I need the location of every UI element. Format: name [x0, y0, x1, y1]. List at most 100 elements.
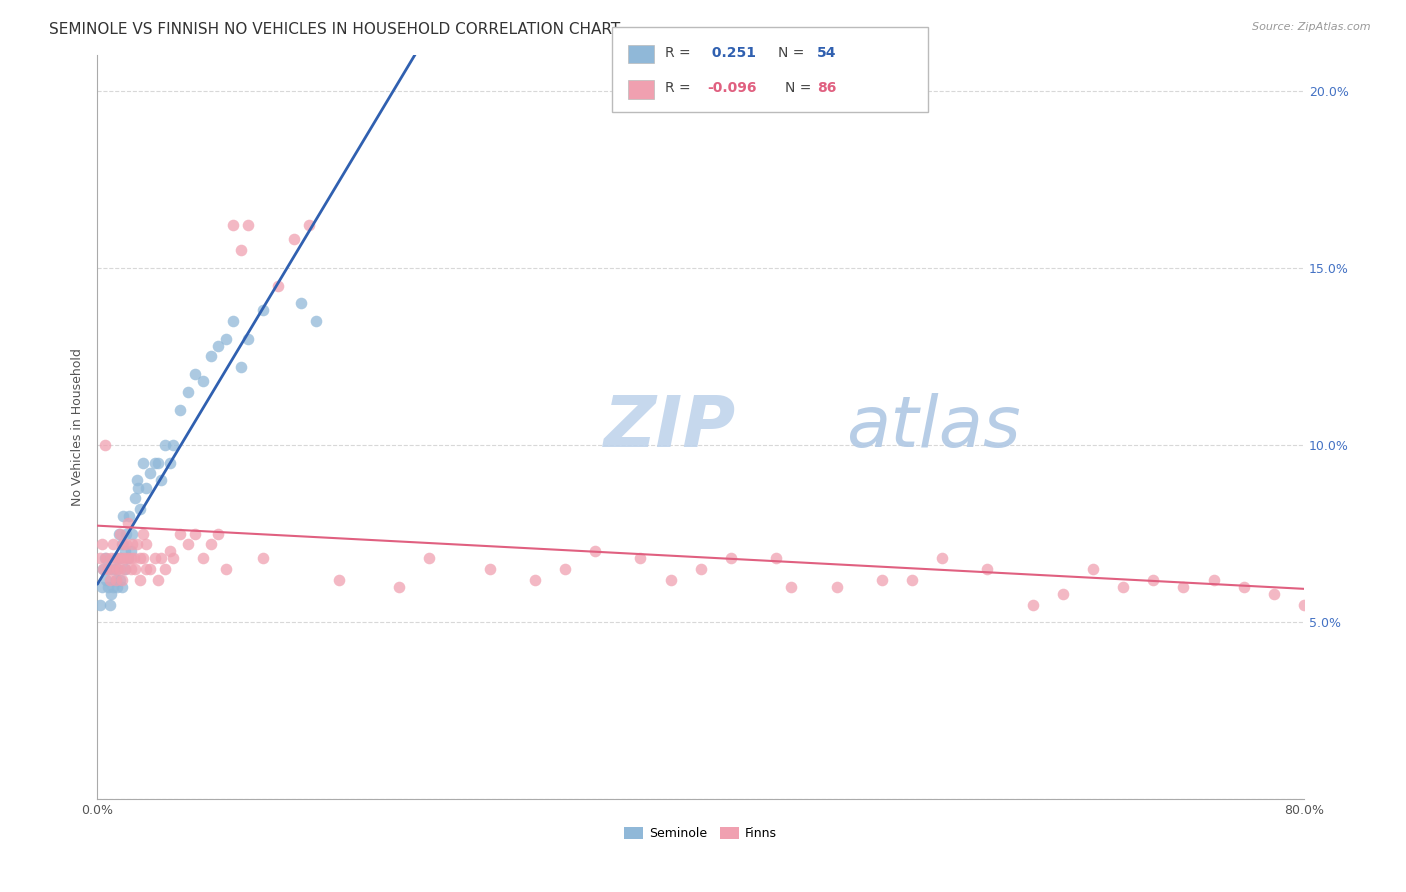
Point	[523, 573, 546, 587]
Point	[169, 526, 191, 541]
Text: N =: N =	[785, 81, 811, 95]
Point	[976, 562, 998, 576]
Point	[1112, 580, 1135, 594]
Point	[131, 551, 153, 566]
Point	[128, 573, 150, 587]
Point	[115, 526, 138, 541]
Point	[901, 573, 924, 587]
Point	[114, 544, 136, 558]
Point	[107, 551, 129, 566]
Point	[252, 551, 274, 566]
Point	[139, 467, 162, 481]
Point	[931, 551, 953, 566]
Point	[100, 587, 122, 601]
Point	[100, 551, 122, 566]
Text: R =: R =	[665, 45, 690, 60]
Point	[135, 481, 157, 495]
Point	[297, 219, 319, 233]
Point	[94, 438, 117, 452]
Point	[97, 580, 120, 594]
Text: -0.096: -0.096	[707, 81, 756, 95]
Text: N =: N =	[778, 45, 804, 60]
Point	[120, 551, 142, 566]
Point	[135, 562, 157, 576]
Point	[177, 384, 200, 399]
Point	[159, 544, 181, 558]
Point	[290, 296, 312, 310]
Point	[93, 562, 115, 576]
Point	[159, 456, 181, 470]
Point	[1323, 623, 1346, 637]
Point	[114, 562, 136, 576]
Point	[97, 562, 120, 576]
Point	[125, 537, 148, 551]
Point	[124, 491, 146, 506]
Point	[222, 314, 245, 328]
Point	[328, 573, 350, 587]
Point	[169, 402, 191, 417]
Point	[101, 562, 124, 576]
Point	[207, 526, 229, 541]
Point	[583, 544, 606, 558]
Point	[108, 551, 131, 566]
Point	[122, 551, 145, 566]
Point	[124, 562, 146, 576]
Point	[238, 219, 260, 233]
Point	[780, 580, 803, 594]
Point	[1021, 598, 1043, 612]
Point	[554, 562, 576, 576]
Point	[214, 562, 236, 576]
Point	[127, 481, 149, 495]
Point	[89, 551, 111, 566]
Point	[305, 314, 328, 328]
Point	[659, 573, 682, 587]
Point	[128, 551, 150, 566]
Text: R =: R =	[665, 81, 690, 95]
Point	[1052, 587, 1074, 601]
Text: atlas: atlas	[845, 392, 1021, 462]
Point	[229, 243, 252, 257]
Y-axis label: No Vehicles in Household: No Vehicles in Household	[72, 349, 84, 507]
Point	[91, 537, 114, 551]
Point	[222, 219, 245, 233]
Point	[155, 438, 177, 452]
Point	[108, 573, 131, 587]
Text: 86: 86	[817, 81, 837, 95]
Point	[825, 580, 848, 594]
Point	[1263, 587, 1285, 601]
Point	[108, 562, 131, 576]
Point	[96, 573, 118, 587]
Point	[191, 551, 214, 566]
Point	[1202, 573, 1225, 587]
Point	[628, 551, 651, 566]
Point	[252, 303, 274, 318]
Point	[110, 551, 132, 566]
Point	[94, 551, 117, 566]
Text: Source: ZipAtlas.com: Source: ZipAtlas.com	[1253, 22, 1371, 32]
Point	[1081, 562, 1104, 576]
Point	[112, 537, 135, 551]
Point	[162, 438, 184, 452]
Point	[143, 456, 166, 470]
Point	[98, 598, 121, 612]
Point	[238, 332, 260, 346]
Point	[98, 573, 121, 587]
Point	[184, 526, 207, 541]
Point	[155, 562, 177, 576]
Point	[120, 544, 142, 558]
Point	[117, 551, 139, 566]
Point	[177, 537, 200, 551]
Legend: Seminole, Finns: Seminole, Finns	[620, 822, 782, 846]
Point	[91, 580, 114, 594]
Point	[388, 580, 411, 594]
Text: ZIP: ZIP	[605, 392, 737, 462]
Point	[110, 580, 132, 594]
Point	[184, 367, 207, 381]
Text: 0.251: 0.251	[707, 45, 756, 60]
Point	[115, 537, 138, 551]
Point	[191, 374, 214, 388]
Point	[870, 573, 893, 587]
Point	[101, 537, 124, 551]
Point	[1294, 598, 1316, 612]
Point	[200, 537, 222, 551]
